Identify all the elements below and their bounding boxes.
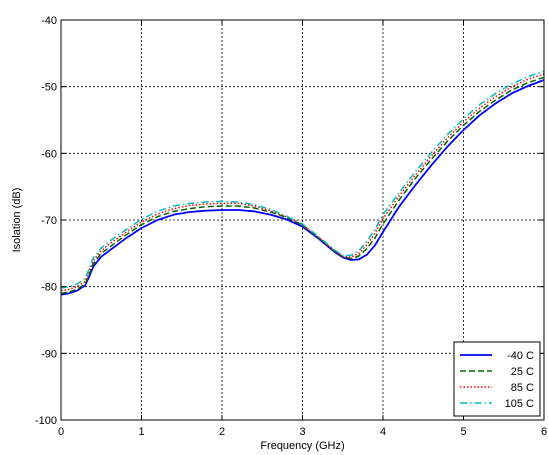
y-tick-label: -70 (41, 215, 57, 227)
y-tick-label: -100 (35, 415, 57, 427)
x-tick-label: 5 (460, 426, 466, 438)
legend-label: 85 C (511, 382, 534, 394)
x-tick-label: 6 (541, 426, 547, 438)
series-line-3 (60, 70, 545, 289)
series-line-2 (60, 73, 545, 292)
x-tick-label: 2 (219, 426, 225, 438)
legend-label: 25 C (511, 366, 534, 378)
series-line-1 (60, 76, 545, 295)
series-line-0 (60, 79, 545, 296)
y-axis-label: Isolation (dB) (11, 188, 23, 253)
y-tick-label: -90 (41, 348, 57, 360)
y-tick-label: -40 (41, 15, 57, 27)
x-axis-label: Frequency (GHz) (260, 440, 344, 452)
legend: -40 C 25 C 85 C 105 C (453, 341, 541, 417)
y-tick-label: -60 (41, 148, 57, 160)
x-tick-label: 1 (138, 426, 144, 438)
series-layer (60, 70, 545, 296)
tick-labels: 0 1 2 3 4 5 6 -100 -90 -80 -70 -60 -50 -40 (35, 15, 547, 438)
y-tick-label: -50 (41, 82, 57, 94)
x-tick-label: 0 (58, 426, 64, 438)
y-tick-label: -80 (41, 282, 57, 294)
legend-label: 105 C (505, 398, 534, 410)
x-tick-label: 3 (299, 426, 305, 438)
legend-label: -40 C (507, 350, 534, 362)
x-tick-label: 4 (380, 426, 386, 438)
